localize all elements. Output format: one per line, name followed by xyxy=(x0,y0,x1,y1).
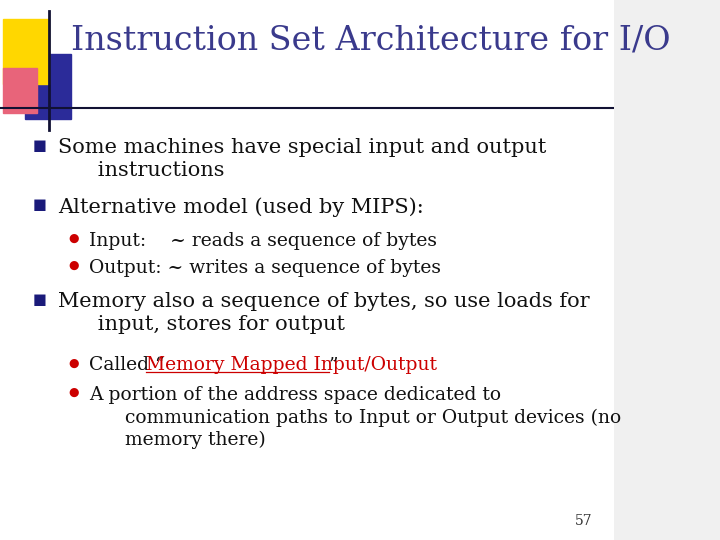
Text: ”: ” xyxy=(329,356,338,374)
Text: Input:    ~ reads a sequence of bytes: Input: ~ reads a sequence of bytes xyxy=(89,232,437,250)
Text: Alternative model (used by MIPS):: Alternative model (used by MIPS): xyxy=(58,197,424,217)
Text: ■: ■ xyxy=(33,292,47,307)
Text: ●: ● xyxy=(68,232,79,245)
Text: Memory also a sequence of bytes, so use loads for
      input, stores for output: Memory also a sequence of bytes, so use … xyxy=(58,292,590,334)
Text: 57: 57 xyxy=(575,514,593,528)
Bar xyxy=(24,54,71,119)
Text: ●: ● xyxy=(68,386,79,399)
Text: ●: ● xyxy=(68,356,79,369)
Text: Some machines have special input and output
      instructions: Some machines have special input and out… xyxy=(58,138,546,180)
Text: Called “: Called “ xyxy=(89,356,165,374)
Text: ●: ● xyxy=(68,259,79,272)
Text: Output: ~ writes a sequence of bytes: Output: ~ writes a sequence of bytes xyxy=(89,259,441,277)
Text: ■: ■ xyxy=(33,138,47,153)
Bar xyxy=(3,68,37,113)
Text: A portion of the address space dedicated to
      communication paths to Input o: A portion of the address space dedicated… xyxy=(89,386,621,449)
Bar xyxy=(3,19,49,84)
FancyBboxPatch shape xyxy=(0,0,614,540)
Text: Memory Mapped Input/Output: Memory Mapped Input/Output xyxy=(145,356,436,374)
Text: ■: ■ xyxy=(33,197,47,212)
Text: Instruction Set Architecture for I/O: Instruction Set Architecture for I/O xyxy=(71,24,670,56)
